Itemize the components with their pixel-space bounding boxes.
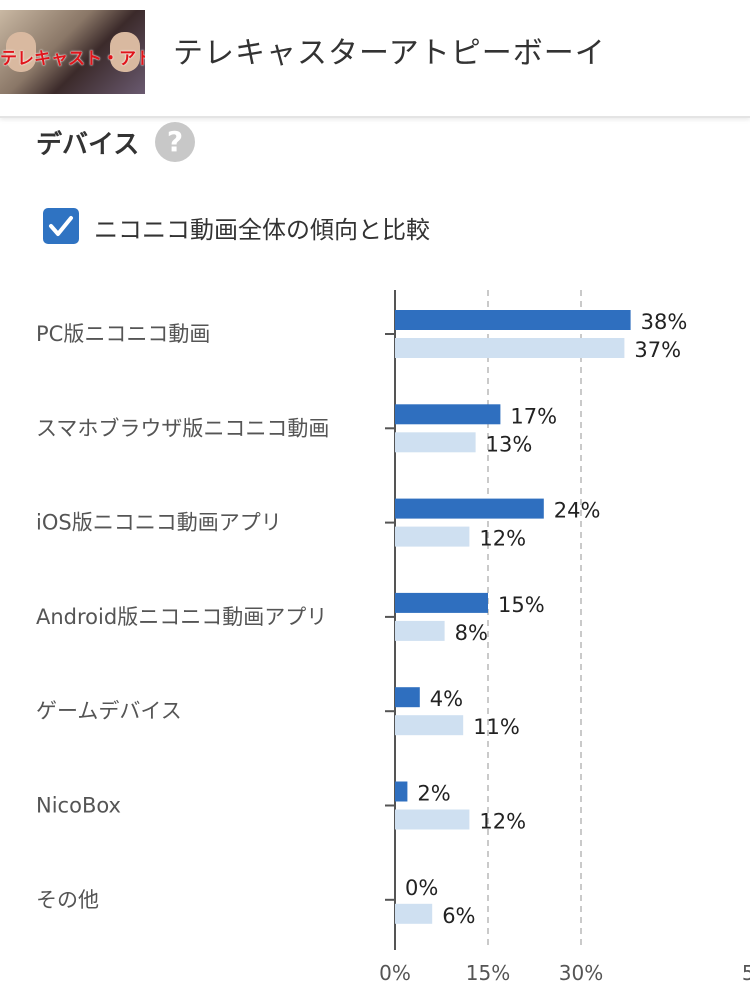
category-label: NicoBox (36, 794, 121, 818)
bar-video (395, 310, 631, 330)
data-label: 2% (417, 782, 450, 806)
data-label: 8% (455, 621, 488, 645)
section-title: デバイス (36, 130, 140, 160)
device-bar-chart: PC版ニコニコ動画 38% 37% スマホブラウザ版ニコニコ動画 17% 13% iOS版ニ… (36, 290, 750, 985)
bar-overall (395, 432, 476, 453)
data-label: 38% (641, 310, 688, 334)
category-label: Android版ニコニコ動画アプリ (36, 605, 327, 629)
data-label: 6% (442, 904, 475, 928)
category-label: その他 (36, 888, 99, 912)
data-label: 4% (430, 687, 463, 711)
video-header: テレキャスト・アトピーボーイ テレキャスターアトピーボーイ (0, 0, 750, 118)
compare-label[interactable]: ニコニコ動画全体の傾向と比較 (94, 216, 430, 244)
compare-checkbox[interactable] (43, 208, 79, 244)
thumbnail-text: テレキャスト・アトピーボーイ (0, 49, 145, 69)
x-tick-label: 30% (559, 961, 603, 985)
x-tick-label: 0% (379, 961, 411, 985)
bar-overall (395, 809, 470, 830)
data-label: 0% (405, 876, 438, 900)
question-circle-icon[interactable]: ? (155, 122, 195, 162)
data-label: 37% (634, 338, 681, 362)
bar-overall (395, 526, 470, 547)
thumbnail-face-right (110, 32, 140, 72)
data-label: 24% (554, 499, 601, 523)
bar-overall (395, 715, 464, 736)
thumbnail-face-left (6, 32, 36, 72)
video-title[interactable]: テレキャスターアトピーボーイ (173, 36, 606, 71)
bar-overall (395, 338, 625, 358)
data-label: 15% (498, 593, 545, 617)
data-label: 17% (510, 404, 557, 428)
category-label: PC版ニコニコ動画 (36, 322, 210, 346)
checkmark-icon (49, 216, 73, 236)
bar-video (395, 687, 420, 708)
data-label: 11% (473, 715, 520, 739)
bar-video (395, 781, 408, 802)
data-label: 12% (479, 810, 526, 834)
bar-video (395, 404, 501, 425)
category-label: ゲームデバイス (36, 699, 182, 723)
bar-overall (395, 903, 433, 924)
data-label: 12% (479, 527, 526, 551)
category-label: スマホブラウザ版ニコニコ動画 (36, 416, 329, 440)
x-tick-label: 15% (466, 961, 510, 985)
x-tick-label: 58 (742, 961, 750, 985)
data-label: 13% (486, 432, 533, 456)
bar-video (395, 592, 488, 613)
category-label: iOS版ニコニコ動画アプリ (36, 511, 282, 535)
bar-overall (395, 620, 445, 641)
video-thumbnail[interactable]: テレキャスト・アトピーボーイ (0, 10, 145, 94)
bar-video (395, 498, 544, 519)
